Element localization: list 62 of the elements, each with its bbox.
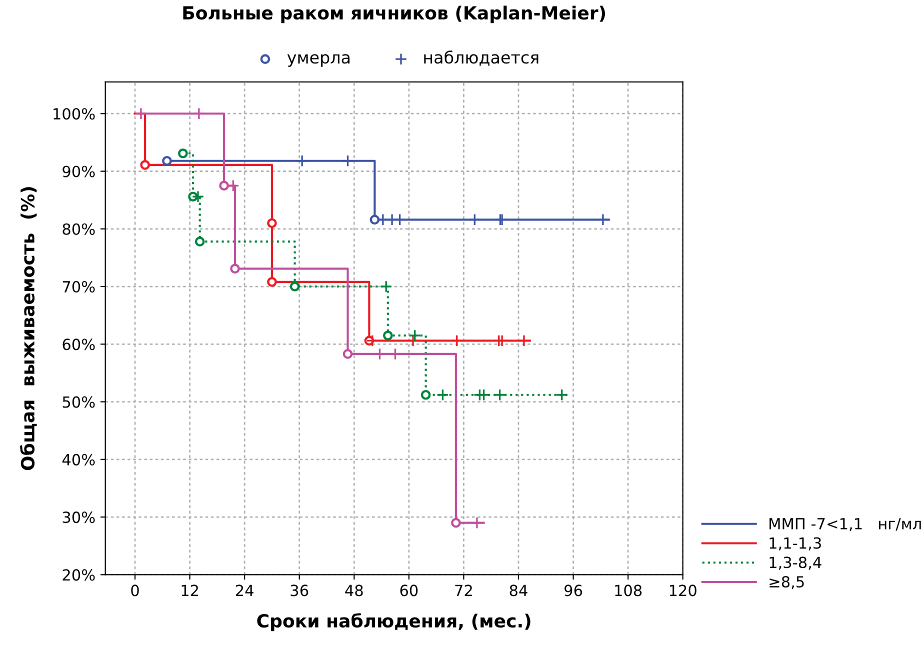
point xyxy=(496,334,508,347)
x-tick-label: 36 xyxy=(290,584,308,596)
x-tick-label: 0 xyxy=(131,584,139,596)
x-tick-label: 84 xyxy=(510,584,528,596)
point xyxy=(470,516,484,530)
point xyxy=(342,349,353,359)
point xyxy=(296,154,308,168)
point xyxy=(219,180,229,191)
point xyxy=(518,334,530,347)
point xyxy=(420,390,431,400)
x-tick-label: 108 xyxy=(615,584,642,596)
point xyxy=(408,329,422,342)
point xyxy=(370,214,380,225)
point xyxy=(394,213,406,226)
y-tick-label: 100% xyxy=(54,108,95,120)
y-tick-label: 60% xyxy=(62,338,95,350)
x-tick-label: 120 xyxy=(670,584,696,596)
point xyxy=(450,334,464,347)
y-axis-title: Общая выживаемость (%) xyxy=(20,187,37,470)
y-tick-label: 70% xyxy=(62,280,95,293)
y-tick-label: 90% xyxy=(62,166,95,178)
y-tick-label: 20% xyxy=(62,569,95,581)
point xyxy=(230,264,240,274)
point xyxy=(194,236,205,246)
point xyxy=(596,213,610,226)
legend-label: 1,3-8,4 xyxy=(770,556,822,570)
point xyxy=(290,282,300,292)
legend-label: 1,1-1,3 xyxy=(770,537,821,550)
x-tick-label: 48 xyxy=(345,584,363,596)
point xyxy=(140,160,150,170)
chart-title: Больные раком яичников (Kaplan-Meier) xyxy=(183,6,606,24)
x-tick-label: 12 xyxy=(182,584,198,596)
x-tick-label: 72 xyxy=(455,584,472,596)
y-tick-label: 80% xyxy=(62,223,95,235)
y-tick-label: 30% xyxy=(62,512,95,524)
legend-label: умерла xyxy=(287,54,350,67)
point xyxy=(494,388,506,402)
legend-label: ММП -7<1,1 нг/мл xyxy=(770,518,921,531)
point xyxy=(162,156,172,166)
legend-label: ≥8,5 xyxy=(770,576,804,590)
point xyxy=(192,190,204,203)
point xyxy=(451,518,461,528)
y-tick-label: 40% xyxy=(62,454,95,466)
point xyxy=(342,154,354,168)
x-tick-label: 60 xyxy=(400,584,418,596)
point xyxy=(436,388,449,402)
point xyxy=(134,107,148,120)
y-tick-label: 50% xyxy=(62,396,95,408)
point xyxy=(267,276,277,287)
point xyxy=(478,388,490,402)
point xyxy=(383,330,393,340)
point xyxy=(468,213,481,226)
x-tick-label: 96 xyxy=(564,584,582,596)
point xyxy=(192,107,206,120)
x-axis-title: Сроки наблюдения, (мес.) xyxy=(257,613,530,632)
point xyxy=(556,388,568,402)
x-tick-label: 24 xyxy=(236,584,254,596)
point xyxy=(178,148,188,158)
point xyxy=(366,334,379,347)
point xyxy=(380,280,392,293)
point xyxy=(267,218,277,228)
legend-label: наблюдается xyxy=(424,50,538,66)
